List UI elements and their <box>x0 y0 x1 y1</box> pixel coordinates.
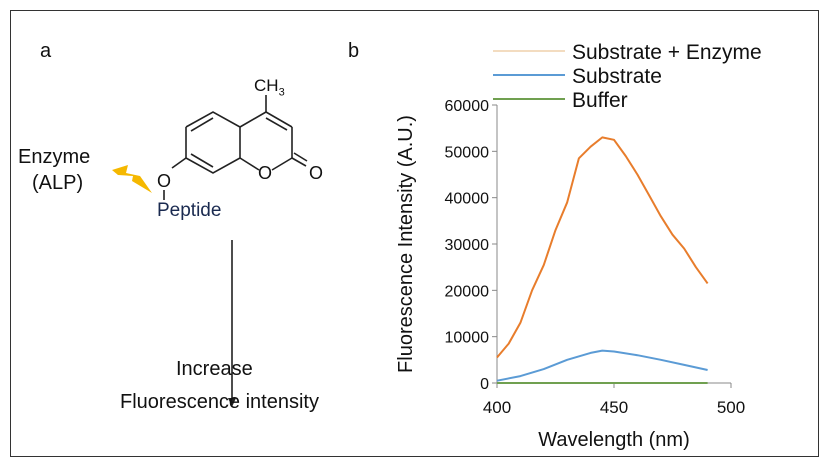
enzyme-label: Enzyme <box>18 146 91 168</box>
legend-label: Substrate + Enzyme <box>572 41 762 64</box>
y-tick-label: 20000 <box>445 283 490 300</box>
y-tick-label: 30000 <box>445 237 490 254</box>
arrow-down-icon <box>228 398 236 407</box>
y-tick-label: 0 <box>480 376 489 393</box>
x-tick-label: 500 <box>717 398 745 417</box>
enzyme-sub-label: (ALP) <box>32 172 84 194</box>
result-line1: Increase <box>176 358 253 380</box>
ch3-label: CH3 <box>254 76 285 99</box>
lightning-bolt-icon <box>112 165 152 193</box>
carbonyl-oxygen: O <box>309 163 324 183</box>
x-axis-label: Wavelength (nm) <box>538 429 690 451</box>
y-axis-label: Fluorescence Intensity (A.U.) <box>395 115 417 373</box>
y-tick-label: 50000 <box>445 144 490 161</box>
y-tick-label: 40000 <box>445 191 490 208</box>
figure-frame <box>10 10 819 457</box>
y-tick-label: 60000 <box>445 98 490 115</box>
x-tick-label: 400 <box>483 398 511 417</box>
peptide-label: Peptide <box>157 200 222 221</box>
panel-b-label: b <box>348 40 360 62</box>
legend-label: Buffer <box>572 89 628 112</box>
x-tick-label: 450 <box>600 398 628 417</box>
ring-oxygen: O <box>258 163 273 183</box>
series-line-substrate-enzyme <box>496 136 709 359</box>
legend-label: Substrate <box>572 65 662 88</box>
coumarin-structure <box>163 95 308 400</box>
ether-oxygen: O <box>157 171 172 191</box>
result-line2: Fluorescence intensity <box>120 391 319 413</box>
panel-a-label: a <box>40 40 52 62</box>
series-line-substrate <box>496 349 708 382</box>
y-tick-label: 10000 <box>445 330 490 347</box>
